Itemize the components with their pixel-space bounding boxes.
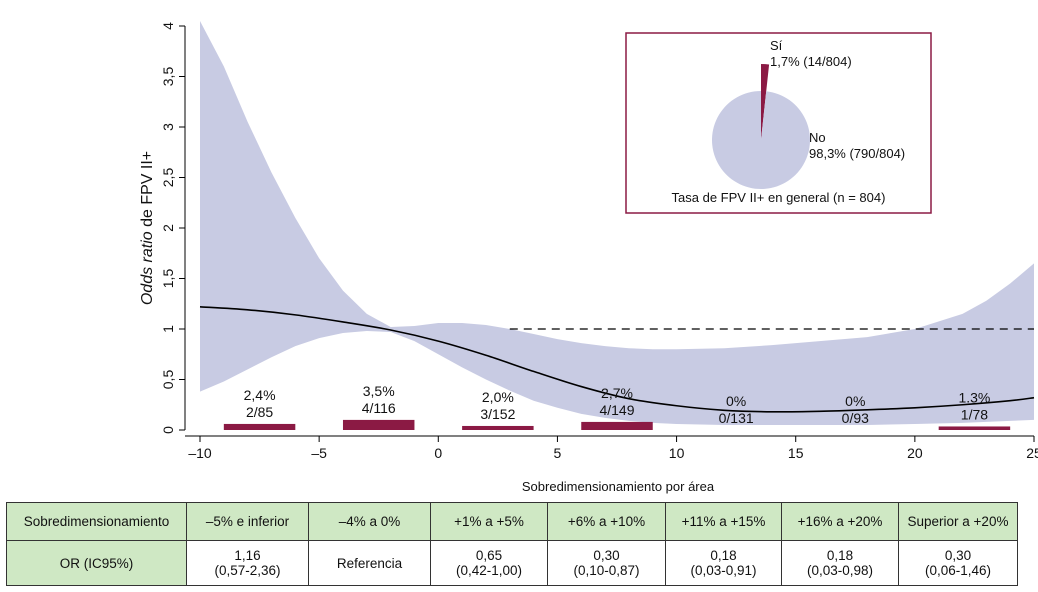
table-header-row: Sobredimensionamiento –5% e inferior –4%… — [6, 502, 1018, 541]
table-cell: 1,16 (0,57-2,36) — [186, 540, 309, 586]
y-tick-label: 3 — [160, 123, 176, 131]
bar-pct-label: 2,0% — [482, 389, 514, 405]
y-tick-label: 3,5 — [160, 67, 176, 87]
ci-band — [200, 20, 1034, 425]
table-header-cell: +1% a +5% — [430, 502, 548, 541]
table-cell: Referencia — [308, 540, 431, 586]
or-value: 0,65 — [475, 548, 503, 563]
pie-slice-si — [761, 64, 770, 140]
x-tick-label: 20 — [907, 445, 923, 461]
bar-pct-label: 0% — [845, 393, 865, 409]
or-value: 0,18 — [710, 548, 737, 563]
table-row-label: OR (IC95%) — [6, 540, 187, 586]
table-header-cell: +6% a +10% — [547, 502, 666, 541]
y-axis-title-rest: de FPV II+ — [139, 151, 156, 231]
x-tick-label: 25 — [1026, 445, 1038, 461]
bar-7 — [938, 426, 1011, 430]
ci-value: (0,03-0,91) — [690, 563, 757, 578]
bar-2 — [342, 419, 415, 430]
or-value: 0,18 — [826, 548, 854, 563]
pie-slice-no — [712, 91, 811, 189]
or-chart: –10 –5 0 5 10 15 20 25 0 0,5 1 1,5 2 2,5 3 3,5 4 Odds rat… — [139, 20, 1038, 494]
bar-count-label: 0/131 — [719, 410, 754, 426]
y-axis-title-italic: Odds ratio — [139, 231, 156, 305]
table-header-cell: Sobredimensionamiento — [6, 502, 187, 541]
or-value: 1,16 — [234, 548, 261, 563]
y-tick-label: 0,5 — [160, 370, 176, 390]
x-tick-label: 0 — [434, 445, 442, 461]
bar-count-label: 1/78 — [961, 406, 988, 422]
table-cell: 0,65 (0,42-1,00) — [430, 540, 548, 586]
x-axis-title: Sobredimensionamiento por área — [522, 479, 715, 494]
ci-value: (0,42-1,00) — [455, 563, 523, 578]
or-table: Sobredimensionamiento –5% e inferior –4%… — [6, 502, 1018, 586]
y-tick-label: 0 — [160, 426, 176, 434]
pie-label-no-value: 98,3% (790/804) — [809, 146, 905, 161]
or-value: Referencia — [336, 555, 403, 571]
or-value: 0,30 — [593, 548, 620, 563]
table-cell: 0,18 (0,03-0,91) — [665, 540, 782, 586]
bar-count-label: 3/152 — [480, 406, 515, 422]
ci-value: (0,57-2,36) — [214, 563, 281, 578]
y-tick-label: 2 — [160, 224, 176, 232]
or-curve — [199, 305, 1035, 413]
x-tick-label: –5 — [311, 445, 327, 461]
pie-label-no-name: No — [809, 130, 826, 145]
bar-count-label: 0/93 — [842, 410, 869, 426]
table-header-cell: –4% a 0% — [308, 502, 431, 541]
bar-count-label: 4/149 — [599, 402, 634, 418]
bar-3 — [462, 425, 534, 430]
pie-label-si-name: Sí — [770, 38, 783, 53]
x-tick-label: 10 — [669, 445, 685, 461]
table-cell: 0,30 (0,10-0,87) — [547, 540, 666, 586]
bar-pct-label: 2,7% — [601, 385, 633, 401]
pie-label-si-value: 1,7% (14/804) — [770, 54, 852, 69]
table-header-cell: –5% e inferior — [186, 502, 309, 541]
y-tick-label: 1 — [160, 325, 176, 333]
bar-4 — [581, 421, 653, 430]
inset-title: Tasa de FPV II+ en general (n = 804) — [672, 190, 886, 205]
y-axis-title: Odds ratio de FPV II+ — [139, 151, 156, 305]
bar-count-label: 2/85 — [246, 404, 273, 420]
table-cell: 0,30 (0,06-1,46) — [898, 540, 1018, 586]
bar-pct-label: 0% — [726, 393, 746, 409]
ci-value: (0,10-0,87) — [573, 563, 640, 578]
y-tick-label: 2,5 — [160, 168, 176, 188]
bar-pct-label: 2,4% — [244, 387, 276, 403]
x-tick-label: 15 — [788, 445, 804, 461]
ci-value: (0,06-1,46) — [924, 563, 992, 578]
or-value: 0,30 — [944, 548, 972, 563]
bar-pct-label: 3,5% — [363, 383, 395, 399]
bar-1 — [223, 423, 296, 430]
x-tick-label: –10 — [188, 445, 212, 461]
table-header-cell: +11% a +15% — [665, 502, 782, 541]
table-header-cell: Superior a +20% — [898, 502, 1018, 541]
table-cell: 0,18 (0,03-0,98) — [781, 540, 899, 586]
ci-value: (0,03-0,98) — [806, 563, 874, 578]
bar-pct-label: 1.3% — [958, 389, 990, 405]
y-tick-label: 1,5 — [160, 269, 176, 289]
y-tick-label: 4 — [160, 22, 176, 30]
table-header-cell: +16% a +20% — [781, 502, 899, 541]
x-tick-label: 5 — [554, 445, 562, 461]
table-row: OR (IC95%) 1,16 (0,57-2,36) Referencia 0,… — [6, 540, 1018, 586]
bar-count-label: 4/116 — [362, 400, 396, 416]
